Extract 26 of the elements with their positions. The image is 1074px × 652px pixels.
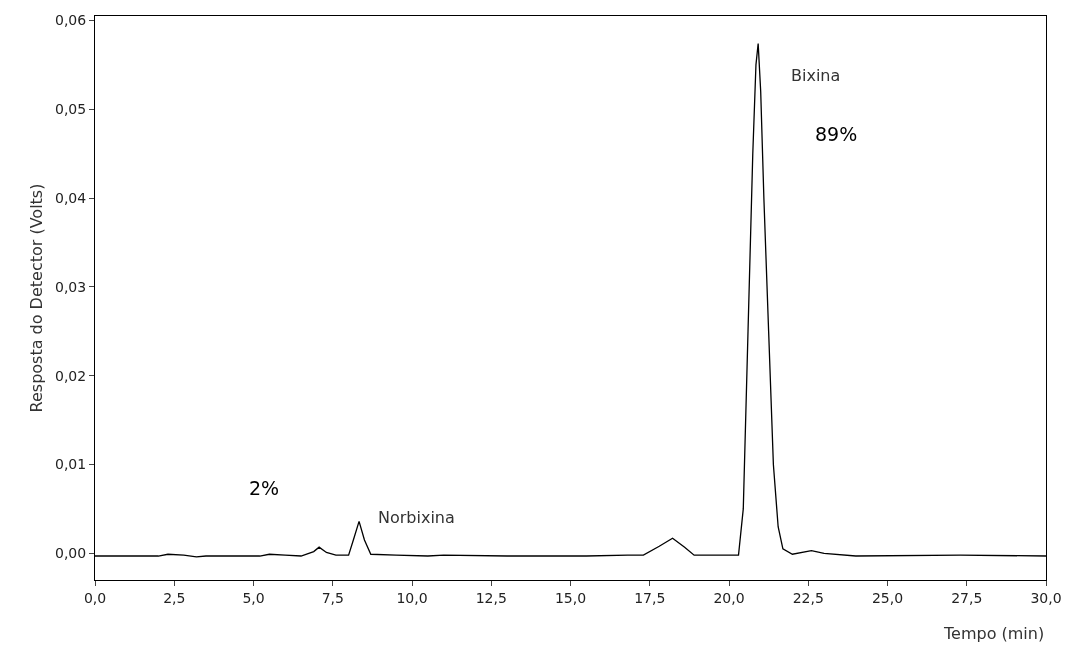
x-tick-label: 30,0 (1030, 589, 1062, 606)
y-tick-label: 0,02 (55, 367, 87, 384)
x-tick-label: 7,5 (321, 589, 344, 606)
annotation: Norbixina (378, 508, 455, 527)
x-axis-title: Tempo (min) (943, 624, 1045, 643)
annotation: 2% (249, 477, 280, 499)
x-tick-label: 0,0 (83, 589, 107, 606)
x-tick-label: 25,0 (871, 589, 904, 606)
y-tick-label: 0,06 (55, 12, 87, 29)
x-tick-label: 27,5 (951, 589, 983, 606)
annotation: Bixina (791, 66, 841, 85)
x-tick-label: 22,5 (792, 589, 824, 606)
y-tick-label: 0,01 (55, 456, 87, 473)
annotation: 89% (815, 123, 858, 145)
x-tick-label: 15,0 (554, 589, 587, 606)
y-tick-label: 0,05 (55, 101, 87, 118)
x-tick-label: 2,5 (163, 589, 186, 606)
y-tick-label: 0,00 (55, 545, 87, 562)
x-tick-label: 10,0 (396, 589, 428, 606)
y-tick-label: 0,04 (55, 189, 87, 206)
x-tick-label: 20,0 (713, 589, 745, 606)
y-tick-label: 0,03 (55, 278, 87, 295)
x-tick-label: 17,5 (634, 589, 666, 606)
x-tick-label: 5,0 (242, 589, 265, 606)
y-axis-title: Resposta do Detector (Volts) (26, 183, 46, 413)
x-tick-label: 12,5 (475, 589, 507, 606)
